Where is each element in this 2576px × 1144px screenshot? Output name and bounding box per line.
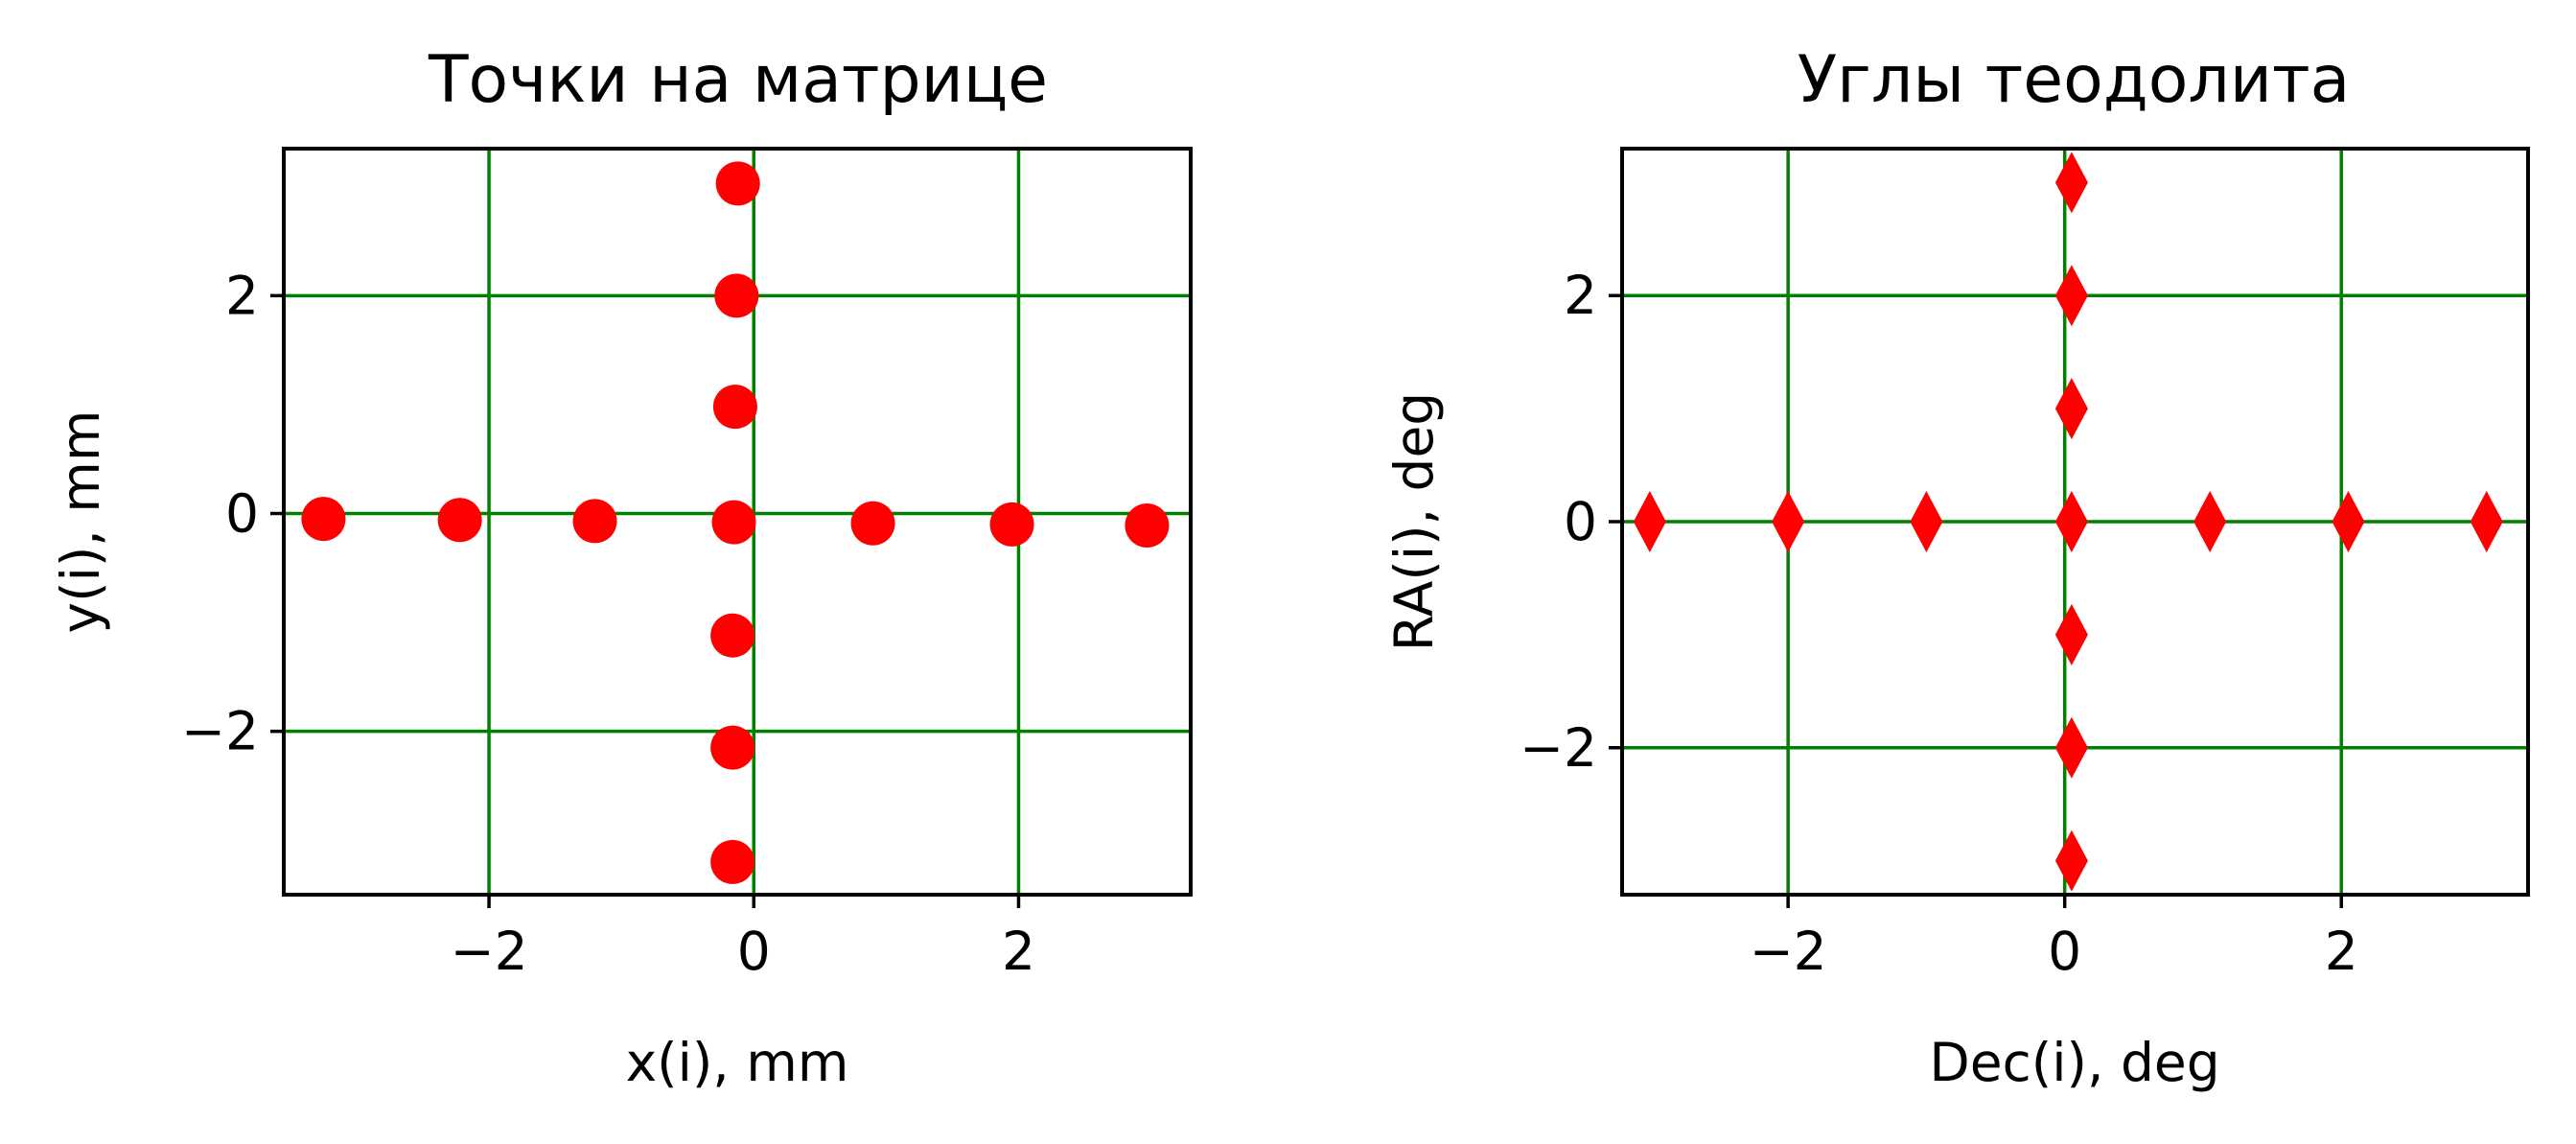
- x-tick-label: 0: [2048, 921, 2081, 982]
- data-point: [1772, 491, 1805, 552]
- x-tick-label: 0: [737, 921, 771, 982]
- data-point: [572, 499, 617, 544]
- data-point: [710, 613, 755, 658]
- data-point: [2054, 152, 2088, 214]
- data-point: [2054, 716, 2088, 779]
- data-point: [437, 498, 482, 543]
- data-points: [301, 161, 1170, 884]
- x-tick-label: 2: [1002, 921, 1035, 982]
- data-point: [989, 502, 1034, 547]
- data-point: [715, 161, 760, 206]
- chart-title: Углы теодолита: [1798, 42, 2351, 118]
- data-point: [1633, 491, 1666, 552]
- data-point: [2470, 491, 2503, 552]
- data-point: [2054, 491, 2088, 552]
- data-point: [712, 385, 757, 430]
- chart-matrix-points: Точки на матрице −2 0 2 −2 0 2 x(i), mm y(i)…: [50, 42, 1193, 1093]
- y-tick-label: −2: [1520, 717, 1597, 779]
- chart-title: Точки на матрице: [428, 42, 1048, 118]
- data-point: [301, 497, 346, 542]
- y-axis-label: y(i), mm: [50, 410, 111, 634]
- y-tick-label: 0: [225, 482, 259, 544]
- data-point: [1910, 491, 1943, 552]
- data-point: [2054, 378, 2088, 440]
- data-point: [2054, 603, 2088, 665]
- y-ticks: −2 0 2: [181, 265, 284, 762]
- data-points: [1633, 152, 2503, 892]
- plot-frame: [282, 147, 1193, 897]
- y-tick-label: 2: [225, 265, 259, 326]
- data-point: [850, 501, 895, 546]
- y-tick-label: 2: [1564, 265, 1597, 326]
- data-point: [2054, 829, 2088, 892]
- data-point: [1125, 502, 1170, 548]
- x-tick-label: −2: [451, 921, 528, 982]
- y-tick-label: 0: [1564, 491, 1597, 552]
- data-point: [710, 725, 755, 770]
- x-axis-label: Dec(i), deg: [1929, 1032, 2219, 1093]
- y-axis-label: RA(i), deg: [1383, 392, 1445, 651]
- data-point: [711, 500, 756, 545]
- data-point: [2332, 491, 2365, 552]
- data-point: [2193, 491, 2227, 552]
- data-point: [710, 839, 755, 884]
- y-ticks: −2 0 2: [1520, 265, 1622, 779]
- x-tick-label: 2: [2325, 921, 2358, 982]
- data-point: [2054, 265, 2088, 327]
- x-ticks: −2 0 2: [1750, 895, 2358, 982]
- x-axis-label: x(i), mm: [626, 1032, 849, 1093]
- y-tick-label: −2: [181, 701, 259, 762]
- x-ticks: −2 0 2: [451, 895, 1035, 982]
- chart-theodolite-angles: Углы теодолита −2 0 2 −2 0 2 Dec(i), deg RA(…: [1383, 42, 2530, 1093]
- x-tick-label: −2: [1750, 921, 1827, 982]
- data-point: [714, 273, 759, 318]
